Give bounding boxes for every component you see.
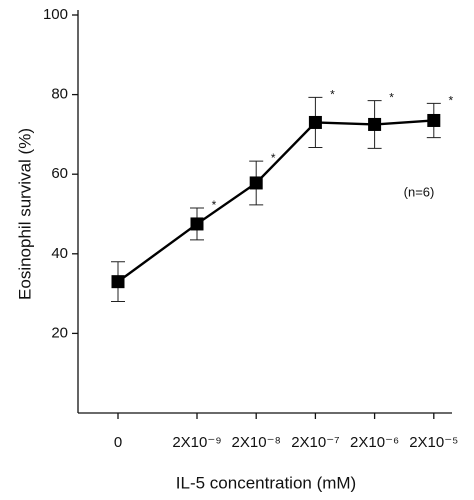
marker — [190, 217, 204, 231]
x-tick-label: 2X10⁻⁶ — [350, 434, 399, 451]
significance-label: * — [448, 94, 453, 108]
x-tick-label: 0 — [114, 434, 122, 451]
y-tick-label: 60 — [51, 165, 68, 182]
x-axis-label: IL-5 concentration (mM) — [176, 473, 356, 492]
significance-label: * — [330, 88, 335, 102]
y-axis-label: Eosinophil survival (%) — [15, 128, 34, 300]
x-tick-label: 2X10⁻⁵ — [409, 434, 458, 451]
marker — [249, 176, 263, 190]
marker — [427, 113, 441, 127]
x-tick-label: 2X10⁻⁷ — [291, 434, 339, 451]
line — [117, 119, 434, 283]
marker — [111, 275, 125, 289]
x-tick-label: 2X10⁻⁸ — [232, 434, 281, 451]
significance-label: * — [389, 91, 394, 105]
annotation: (n=6) — [404, 184, 435, 199]
y-tick-label: 80 — [51, 86, 68, 103]
y-tick-label: 100 — [43, 6, 68, 23]
x-tick-label: 2X10⁻⁹ — [172, 434, 221, 451]
y-tick-label: 40 — [51, 245, 68, 262]
marker — [368, 117, 382, 131]
y-tick-label: 20 — [51, 324, 68, 341]
significance-label: * — [271, 151, 276, 165]
significance-label: * — [212, 198, 217, 212]
marker — [308, 115, 322, 129]
